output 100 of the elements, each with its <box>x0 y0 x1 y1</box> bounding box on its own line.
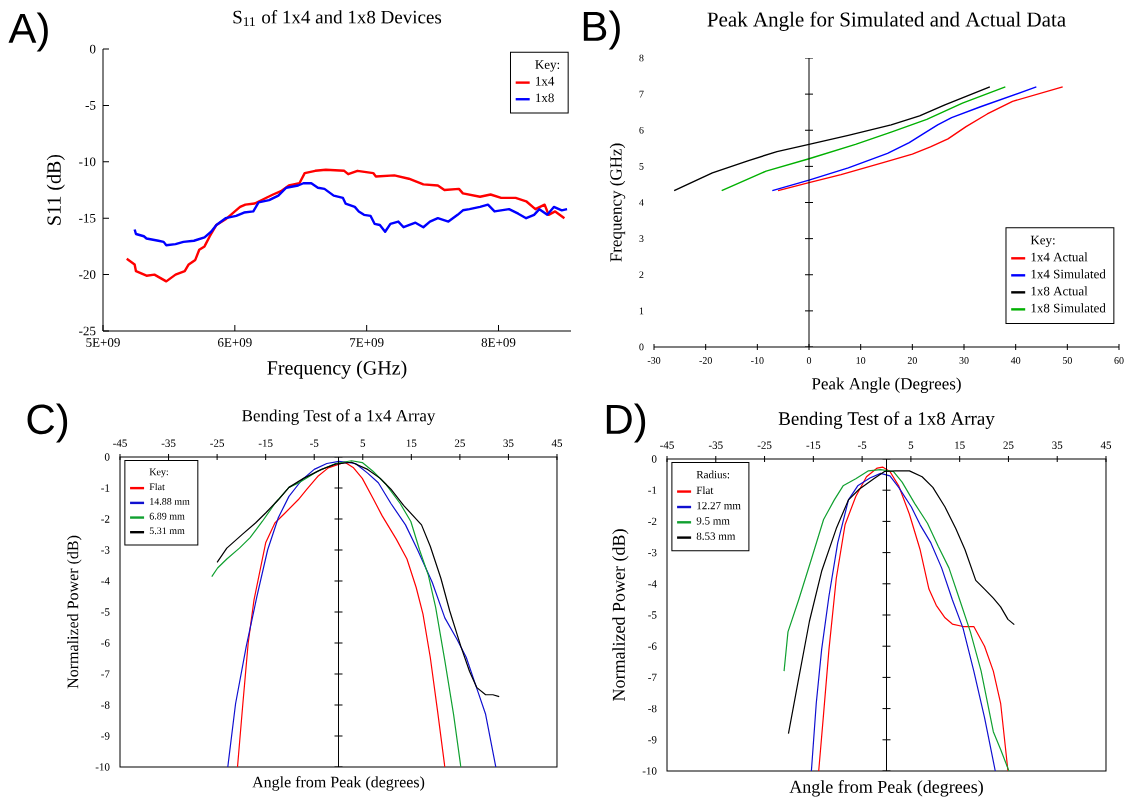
y-tick-label: -3 <box>101 546 110 554</box>
text: B) <box>583 10 620 50</box>
y-tick-label: -4 <box>648 580 657 588</box>
x-tick-label: 8E+09 <box>481 338 516 347</box>
x-axis-title: Frequency (GHz) <box>267 360 407 379</box>
legend-label: 12.27 mm <box>697 501 741 510</box>
y-tick-label: 8 <box>639 54 644 62</box>
y-tick-label: 7 <box>639 90 644 98</box>
y-tick-label: -1 <box>648 486 657 494</box>
legend-label: 1x8 <box>536 93 554 103</box>
y-tick-label: -20 <box>79 270 96 279</box>
y-tick-label: -8 <box>101 701 110 709</box>
line-series <box>211 460 462 767</box>
x-tick-label: -20 <box>699 357 712 364</box>
y-tick-label: -9 <box>101 732 110 740</box>
x-tick-label: 5 <box>360 439 366 447</box>
x-tick-label: 30 <box>959 357 969 364</box>
y-tick-label: -5 <box>101 608 110 616</box>
legend-title: Key: <box>535 60 560 72</box>
y-tick-label: -1 <box>101 484 110 492</box>
x-tick-label: 5 <box>908 441 914 449</box>
text: D) <box>606 403 646 443</box>
y-tick-label: 0 <box>651 455 657 463</box>
x-tick-label: 6E+09 <box>218 338 252 347</box>
x-tick-label: -15 <box>806 441 821 449</box>
y-axis-title: Normalized Power (dB) <box>67 535 82 689</box>
x-axis-title: Angle from Peak (degrees) <box>252 776 425 791</box>
y-tick-label: -10 <box>79 157 96 167</box>
y-tick-label: -9 <box>648 736 657 744</box>
x-tick-label: -25 <box>210 439 225 447</box>
x-tick-label: 15 <box>955 441 965 449</box>
y-tick-label: -7 <box>648 673 657 681</box>
x-tick-label: 15 <box>406 439 417 447</box>
x-tick-label: -5 <box>857 441 867 449</box>
x-tick-label: 45 <box>551 439 563 447</box>
y-tick-label: 2 <box>639 271 644 279</box>
legend-label: 5.31 mm <box>149 527 185 535</box>
y-tick-label: -4 <box>101 577 110 585</box>
x-tick-label: -5 <box>310 439 319 447</box>
y-tick-label: -15 <box>79 213 96 223</box>
chart-title: Bending Test of a 1x4 Array <box>242 409 436 425</box>
x-tick-label: 45 <box>1100 441 1112 449</box>
text: A) <box>8 12 48 52</box>
y-tick-label: 0 <box>104 453 110 461</box>
x-tick-label: 50 <box>1062 357 1072 364</box>
y-tick-label: 1 <box>639 307 644 315</box>
y-tick-label: -2 <box>648 517 657 526</box>
x-axis-title: Angle from Peak (degrees) <box>789 780 983 797</box>
line-series <box>720 86 1007 192</box>
legend-label: 1x8 Simulated <box>1031 303 1106 313</box>
line-series <box>783 469 1010 771</box>
chart-title: Bending Test of a 1x8 Array <box>778 411 995 429</box>
chart-title: S$_{11}$ of 1x4 and 1x8 Devices <box>233 9 442 26</box>
x-tick-label: 60 <box>1114 357 1124 364</box>
y-tick-label: -6 <box>648 642 657 650</box>
legend-label: 9.5 mm <box>696 517 730 525</box>
legend-label: 1x4 Actual <box>1031 252 1088 262</box>
x-tick-label: 35 <box>1052 441 1063 449</box>
x-tick-label: 5E+09 <box>86 338 120 347</box>
legend-label: Flat <box>696 486 714 494</box>
legend-label: 1x4 Simulated <box>1031 269 1106 279</box>
y-tick-label: 3 <box>639 235 644 242</box>
x-tick-label: 35 <box>503 439 514 447</box>
legend-label: Flat <box>149 483 165 491</box>
y-tick-label: 0 <box>89 44 96 54</box>
y-tick-label: -8 <box>648 704 657 713</box>
x-tick-label: -35 <box>161 439 176 447</box>
legend-title: Key: <box>1030 235 1055 248</box>
x-tick-label: -30 <box>647 357 661 364</box>
y-tick-label: -7 <box>101 670 110 678</box>
y-tick-label: -6 <box>101 639 110 647</box>
y-tick-label: -5 <box>648 611 657 619</box>
y-axis-title: Normalized Power (dB) <box>612 529 629 701</box>
legend-label: 1x4 <box>536 76 555 86</box>
x-tick-label: 25 <box>454 439 465 447</box>
y-tick-label: -2 <box>101 515 110 523</box>
y-tick-label: -25 <box>79 326 96 336</box>
x-tick-label: -45 <box>113 439 127 447</box>
y-tick-label: 4 <box>639 199 644 206</box>
legend-title: Key: <box>149 468 168 478</box>
line-series <box>133 182 569 247</box>
x-tick-label: 10 <box>856 357 866 364</box>
x-tick-label: -10 <box>751 357 764 364</box>
legend-label: 6.89 mm <box>149 512 185 520</box>
x-tick-label: -35 <box>708 441 723 449</box>
x-tick-label: 0 <box>806 357 812 364</box>
y-axis-title: Frequency (GHz) <box>609 143 626 262</box>
line-series <box>125 168 566 283</box>
chart-title: Peak Angle for Simulated and Actual Data <box>707 11 1066 31</box>
y-tick-label: -10 <box>95 763 110 771</box>
x-tick-label: 7E+09 <box>350 338 384 347</box>
x-tick-label: 40 <box>1010 357 1021 364</box>
x-axis-title: Peak Angle (Degrees) <box>811 377 961 393</box>
x-tick-label: -45 <box>660 441 674 449</box>
y-tick-label: -5 <box>85 101 96 110</box>
text: C) <box>27 403 68 443</box>
y-tick-label: 5 <box>639 163 644 170</box>
line-series <box>236 461 446 767</box>
y-tick-label: 6 <box>639 126 644 134</box>
x-tick-label: -15 <box>258 439 273 447</box>
